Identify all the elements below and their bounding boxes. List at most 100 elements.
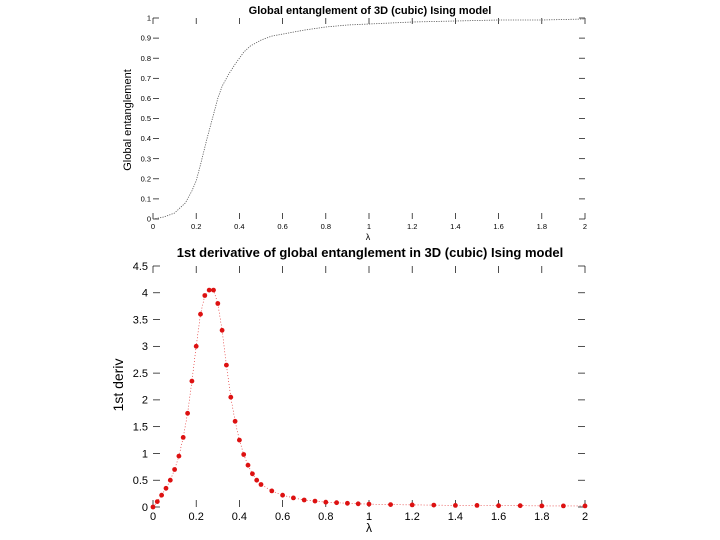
y-tick-label: 1 — [147, 14, 151, 23]
plot-series — [152, 18, 586, 220]
data-point — [301, 497, 307, 503]
data-point — [561, 503, 566, 509]
y-tick-label: 0 — [142, 502, 148, 514]
y-tick-label: 0.1 — [141, 195, 151, 204]
x-tick-label: 1.8 — [537, 222, 547, 231]
data-point — [219, 327, 225, 333]
x-tick-labels: 0 0.2 0.4 0.6 0.8 1 1.2 1.4 1.6 1.8 2 — [150, 511, 588, 523]
x-tick-label: 1.6 — [493, 222, 503, 231]
data-point — [496, 503, 501, 509]
data-point — [167, 477, 173, 483]
x-tick-label: 1.4 — [450, 222, 460, 231]
y-axis-label: Global entanglement — [122, 69, 134, 171]
data-point — [154, 499, 160, 504]
data-point — [355, 501, 361, 507]
data-point — [228, 394, 234, 400]
data-point — [388, 502, 393, 507]
data-point — [431, 502, 437, 508]
data-point — [323, 499, 329, 505]
data-point — [176, 453, 182, 459]
data-point — [474, 503, 480, 508]
data-point — [334, 500, 339, 506]
x-tick-label: 1.6 — [491, 511, 506, 523]
x-tick-label: 0.6 — [277, 222, 287, 231]
y-tick-label: 2 — [142, 395, 148, 407]
x-tick-label: 0.8 — [318, 511, 333, 523]
x-tick-label: 1.2 — [407, 222, 417, 231]
plot-series — [150, 287, 588, 510]
data-point — [215, 301, 221, 306]
y-tick-label: 2.5 — [133, 368, 148, 380]
data-point — [232, 418, 238, 424]
data-point — [366, 501, 372, 507]
x-tick-label: 0 — [151, 222, 155, 231]
x-tick-label: 0 — [150, 511, 156, 523]
x-tick-labels: 0 0.2 0.4 0.6 0.8 1 1.2 1.4 1.6 1.8 2 — [151, 222, 587, 231]
chart-title: 1st derivative of global entanglement in… — [177, 245, 563, 260]
data-point — [180, 435, 186, 440]
data-point — [254, 477, 260, 483]
data-point — [280, 492, 285, 498]
data-point — [150, 504, 156, 510]
y-axis-label: 1st deriv — [110, 359, 126, 412]
y-tick-label: 0.2 — [141, 174, 151, 183]
data-point — [193, 343, 199, 349]
data-point — [159, 492, 165, 498]
y-tick-label: 0.9 — [141, 34, 151, 43]
x-tick-label: 0.2 — [189, 511, 204, 523]
x-tick-label: 1 — [366, 511, 372, 523]
y-tick-label: 0.7 — [141, 74, 151, 83]
data-point — [185, 410, 191, 416]
x-axis-label: λ — [366, 232, 371, 242]
x-tick-label: 2 — [583, 222, 587, 231]
data-point — [245, 462, 251, 468]
x-tick-label: 2 — [582, 511, 588, 523]
data-point — [237, 437, 242, 443]
data-point — [189, 378, 195, 384]
data-point — [172, 467, 178, 472]
data-point — [211, 287, 216, 293]
tick-marks — [152, 265, 586, 508]
data-point — [291, 495, 296, 501]
y-tick-label: 0.4 — [141, 134, 151, 143]
y-tick-label: 3.5 — [133, 314, 148, 326]
data-point — [250, 471, 255, 477]
data-point — [345, 500, 350, 506]
y-tick-label: 0.3 — [141, 154, 151, 163]
y-tick-label: 0.8 — [141, 54, 151, 63]
x-tick-label: 0.8 — [321, 222, 331, 231]
data-point — [198, 311, 203, 317]
data-point — [517, 503, 523, 509]
x-axis-label: λ — [366, 521, 372, 535]
data-point — [163, 485, 169, 491]
y-tick-label: 0 — [147, 215, 151, 224]
chart-title: Global entanglement of 3D (cubic) Ising … — [249, 5, 492, 17]
data-point — [241, 452, 247, 457]
y-tick-label: 0.6 — [141, 94, 151, 103]
data-point — [269, 488, 275, 494]
x-tick-label: 0.6 — [275, 511, 290, 523]
y-tick-label: 4.5 — [133, 261, 148, 273]
x-tick-label: 0.4 — [232, 511, 247, 523]
y-tick-label: 1.5 — [133, 422, 148, 434]
data-point — [453, 503, 458, 508]
data-point — [312, 498, 318, 504]
data-point — [202, 293, 208, 298]
global-entanglement-chart: Global entanglement of 3D (cubic) Ising … — [122, 5, 587, 242]
y-tick-label: 0.5 — [141, 114, 151, 123]
x-tick-label: 1 — [367, 222, 371, 231]
data-point — [409, 502, 415, 508]
y-tick-label: 3 — [142, 341, 148, 353]
y-tick-labels: 0 0.5 1 1.5 2 2.5 3 3.5 4 4.5 — [133, 261, 148, 514]
series-line — [152, 18, 586, 220]
x-tick-label: 1.8 — [534, 511, 549, 523]
data-point — [224, 362, 229, 368]
x-tick-label: 1.4 — [448, 511, 463, 523]
data-point — [258, 482, 264, 487]
data-point — [206, 287, 212, 293]
y-tick-labels: 0 0.1 0.2 0.3 0.4 0.5 0.6 0.7 0.8 0.9 1 — [141, 14, 151, 224]
x-tick-label: 0.2 — [191, 222, 201, 231]
data-point — [582, 503, 588, 509]
first-derivative-chart: 1st derivative of global entanglement in… — [110, 245, 588, 535]
